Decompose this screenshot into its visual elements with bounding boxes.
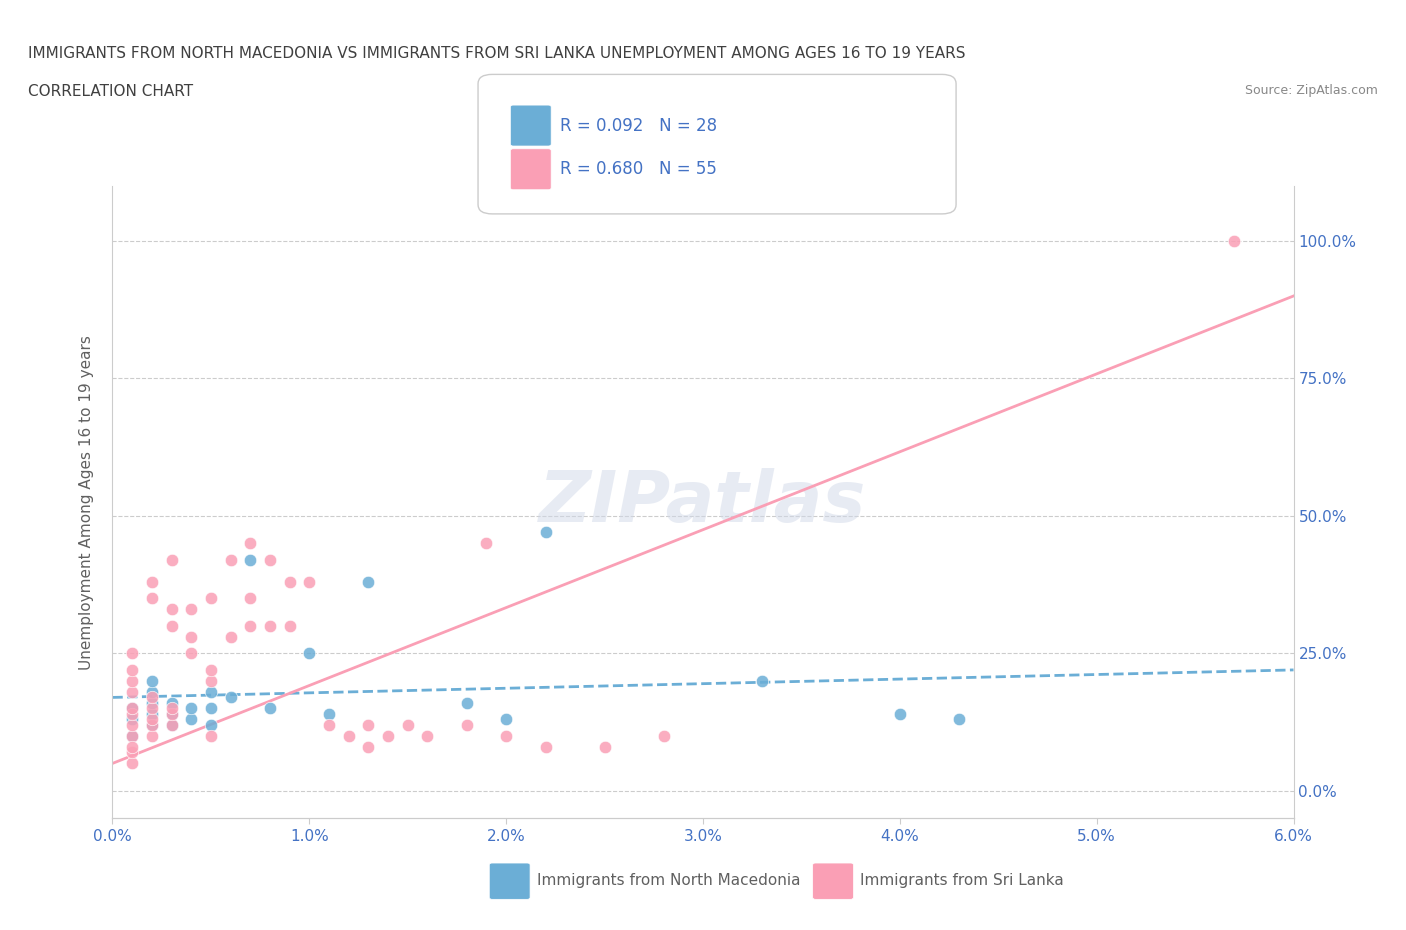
Point: [200, 673, 222, 688]
Point: [121, 712, 143, 727]
Point: [396, 717, 419, 732]
Point: [200, 701, 222, 716]
Text: IMMIGRANTS FROM NORTH MACEDONIA VS IMMIGRANTS FROM SRI LANKA UNEMPLOYMENT AMONG : IMMIGRANTS FROM NORTH MACEDONIA VS IMMIG…: [28, 46, 966, 61]
Point: [259, 701, 281, 716]
Point: [259, 618, 281, 633]
Point: [141, 575, 163, 590]
Text: CORRELATION CHART: CORRELATION CHART: [28, 84, 193, 99]
Point: [593, 739, 616, 754]
Point: [141, 717, 163, 732]
Point: [1223, 233, 1246, 248]
Point: [239, 591, 262, 605]
Point: [495, 728, 517, 743]
Point: [141, 701, 163, 716]
Point: [121, 728, 143, 743]
Point: [377, 728, 399, 743]
Point: [219, 552, 242, 567]
Point: [534, 739, 557, 754]
Point: [495, 712, 517, 727]
Point: [239, 536, 262, 551]
Point: [141, 712, 163, 727]
Point: [180, 701, 202, 716]
Point: [180, 602, 202, 617]
Point: [318, 717, 340, 732]
Point: [160, 707, 183, 722]
Point: [278, 618, 301, 633]
Point: [121, 756, 143, 771]
Point: [141, 717, 163, 732]
Point: [180, 712, 202, 727]
Point: [160, 602, 183, 617]
Point: [160, 618, 183, 633]
Point: [160, 707, 183, 722]
Point: [180, 630, 202, 644]
Point: [141, 690, 163, 705]
Point: [219, 690, 242, 705]
Point: [141, 684, 163, 699]
Point: [121, 673, 143, 688]
Point: [239, 618, 262, 633]
Point: [337, 728, 360, 743]
Point: [121, 701, 143, 716]
Point: [180, 646, 202, 661]
Point: [160, 696, 183, 711]
Point: [121, 707, 143, 722]
Text: R = 0.680   N = 55: R = 0.680 N = 55: [560, 160, 717, 179]
Point: [121, 728, 143, 743]
Point: [239, 552, 262, 567]
Point: [141, 696, 163, 711]
Y-axis label: Unemployment Among Ages 16 to 19 years: Unemployment Among Ages 16 to 19 years: [79, 335, 94, 670]
Point: [357, 739, 380, 754]
Point: [475, 536, 498, 551]
Point: [160, 717, 183, 732]
Point: [219, 630, 242, 644]
Point: [357, 717, 380, 732]
Point: [889, 707, 911, 722]
Point: [200, 728, 222, 743]
Point: [141, 673, 163, 688]
Text: ZIPatlas: ZIPatlas: [540, 468, 866, 537]
Point: [200, 591, 222, 605]
Point: [357, 575, 380, 590]
Point: [948, 712, 970, 727]
Text: R = 0.092   N = 28: R = 0.092 N = 28: [560, 116, 717, 135]
Point: [200, 717, 222, 732]
Point: [456, 717, 478, 732]
Point: [121, 662, 143, 677]
Point: [652, 728, 675, 743]
Point: [160, 552, 183, 567]
Point: [298, 646, 321, 661]
Point: [121, 717, 143, 732]
Text: Source: ZipAtlas.com: Source: ZipAtlas.com: [1244, 84, 1378, 97]
Text: Immigrants from North Macedonia: Immigrants from North Macedonia: [537, 873, 800, 888]
Point: [141, 728, 163, 743]
Point: [160, 701, 183, 716]
Point: [416, 728, 439, 743]
Point: [121, 745, 143, 760]
Point: [278, 575, 301, 590]
Point: [141, 707, 163, 722]
Text: Immigrants from Sri Lanka: Immigrants from Sri Lanka: [860, 873, 1064, 888]
Point: [534, 525, 557, 540]
Point: [298, 575, 321, 590]
Point: [121, 684, 143, 699]
Point: [318, 707, 340, 722]
Point: [160, 717, 183, 732]
Point: [121, 701, 143, 716]
Point: [259, 552, 281, 567]
Point: [200, 684, 222, 699]
Point: [200, 662, 222, 677]
Point: [141, 591, 163, 605]
Point: [121, 739, 143, 754]
Point: [121, 646, 143, 661]
Point: [751, 673, 773, 688]
Point: [456, 696, 478, 711]
